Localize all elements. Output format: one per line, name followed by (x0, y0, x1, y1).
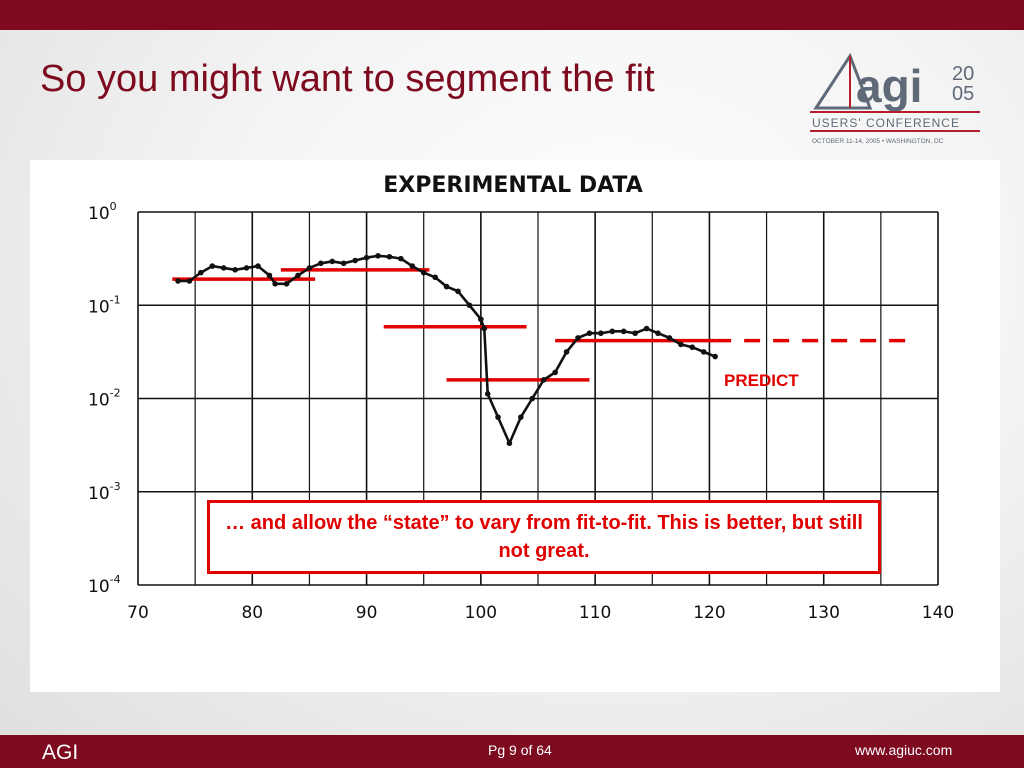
x-tick-label: 130 (807, 603, 839, 623)
data-point (340, 260, 347, 267)
data-point (220, 265, 227, 271)
data-point (232, 267, 238, 273)
experimental-data-chart: EXPERIMENTAL DATA 70 80 90 100 110 120 130 140 1… (88, 173, 954, 623)
data-point (495, 414, 501, 420)
data-point (266, 272, 273, 279)
data-point (620, 328, 627, 335)
data-point (432, 274, 438, 281)
logo-triangle-icon (813, 52, 873, 110)
x-tick-label: 100 (465, 603, 497, 623)
data-series (175, 253, 718, 447)
data-point (386, 253, 393, 260)
predict-label: PREDICT (724, 371, 799, 390)
data-point (443, 283, 450, 290)
data-point (409, 263, 416, 269)
data-point (643, 325, 650, 332)
data-point (689, 344, 696, 351)
data-point (420, 269, 427, 276)
fit-segments (172, 268, 910, 382)
x-tick-label: 80 (241, 603, 263, 623)
data-point (712, 353, 718, 360)
footer-bar: AGI Pg 9 of 64 www.agiuc.com (0, 735, 1024, 768)
chart-panel: EXPERIMENTAL DATA 70 80 90 100 110 120 130 140 1… (30, 160, 1000, 692)
x-tick-label: 120 (693, 603, 725, 623)
data-point (655, 330, 661, 337)
data-point (575, 335, 581, 341)
data-point (318, 260, 324, 267)
x-tick-label: 90 (356, 603, 378, 623)
data-point (478, 316, 484, 323)
data-point (529, 395, 536, 402)
data-point (272, 281, 278, 287)
data-point (175, 278, 181, 284)
data-point (375, 253, 381, 259)
logo-year-bottom: 05 (952, 83, 974, 105)
data-point (306, 265, 313, 271)
tick-labels: 70 80 90 100 110 120 130 140 100 10-1 10-2 10-3 10-4 (88, 200, 954, 623)
footer-url[interactable]: www.agiuc.com (855, 742, 953, 758)
data-point (352, 257, 358, 264)
x-tick-label: 110 (579, 603, 611, 623)
y-tick-label: 10-1 (88, 293, 121, 317)
data-point (186, 278, 193, 284)
data-point (329, 258, 336, 265)
chart-title: EXPERIMENTAL DATA (383, 173, 643, 198)
data-point (586, 330, 593, 337)
data-point (455, 288, 461, 295)
data-point (283, 281, 290, 287)
x-tick-label: 140 (922, 603, 954, 623)
data-point (398, 255, 404, 262)
data-point (518, 414, 524, 420)
slide-title: So you might want to segment the fit (40, 58, 655, 100)
y-tick-label: 100 (88, 200, 117, 224)
data-point (209, 263, 216, 269)
y-tick-label: 10-3 (88, 480, 121, 504)
data-point (255, 263, 261, 269)
data-point (598, 330, 604, 337)
data-point (666, 335, 673, 341)
logo-word: agi (856, 60, 922, 112)
data-point (563, 349, 570, 355)
footer-brand: AGI (42, 741, 79, 764)
agi-conference-logo: agi 20 05 USERS' CONFERENCE OCTOBER 11-1… (810, 52, 980, 145)
data-point (552, 369, 558, 376)
callout-box: … and allow the “state” to vary from fit… (207, 500, 881, 574)
data-point (484, 391, 491, 397)
logo-year-top: 20 (952, 63, 974, 85)
data-point (198, 269, 204, 276)
logo-line1: USERS' CONFERENCE (812, 116, 960, 130)
data-point (481, 325, 488, 332)
data-point (678, 341, 684, 348)
data-point (700, 349, 707, 355)
data-point (506, 440, 513, 447)
callout-text: … and allow the “state” to vary from fit… (225, 512, 863, 562)
logo-line2: OCTOBER 11-14, 2005 • WASHINGTON, DC (812, 138, 944, 145)
y-tick-label: 10-2 (88, 387, 121, 411)
data-point (363, 254, 370, 261)
page-number: Pg 9 of 64 (488, 742, 552, 758)
data-point (540, 377, 547, 383)
x-tick-label: 70 (127, 603, 149, 623)
data-point (609, 328, 616, 335)
data-point (243, 265, 250, 271)
data-point (466, 302, 473, 309)
y-tick-label: 10-4 (88, 573, 121, 597)
top-bar (0, 0, 1024, 30)
data-point (295, 272, 301, 279)
data-point (632, 330, 638, 337)
